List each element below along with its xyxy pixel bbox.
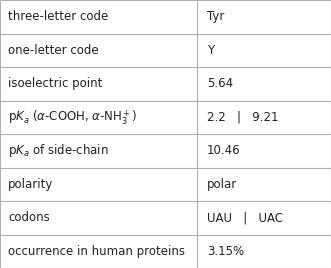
Text: 10.46: 10.46 bbox=[207, 144, 241, 157]
Text: UAU   |   UAC: UAU | UAC bbox=[207, 211, 283, 224]
Text: 5.64: 5.64 bbox=[207, 77, 233, 90]
Text: polarity: polarity bbox=[8, 178, 54, 191]
Text: codons: codons bbox=[8, 211, 50, 224]
Text: Tyr: Tyr bbox=[207, 10, 224, 23]
Text: Y: Y bbox=[207, 44, 214, 57]
Text: 2.2   |   9.21: 2.2 | 9.21 bbox=[207, 111, 278, 124]
Text: p$K_a$ of side-chain: p$K_a$ of side-chain bbox=[8, 142, 109, 159]
Text: three-letter code: three-letter code bbox=[8, 10, 109, 23]
Text: polar: polar bbox=[207, 178, 237, 191]
Text: 3.15%: 3.15% bbox=[207, 245, 244, 258]
Text: isoelectric point: isoelectric point bbox=[8, 77, 103, 90]
Text: p$K_a$ ($\alpha$-COOH, $\alpha$-NH$_3^+$): p$K_a$ ($\alpha$-COOH, $\alpha$-NH$_3^+$… bbox=[8, 108, 138, 127]
Text: occurrence in human proteins: occurrence in human proteins bbox=[8, 245, 185, 258]
Text: one-letter code: one-letter code bbox=[8, 44, 99, 57]
